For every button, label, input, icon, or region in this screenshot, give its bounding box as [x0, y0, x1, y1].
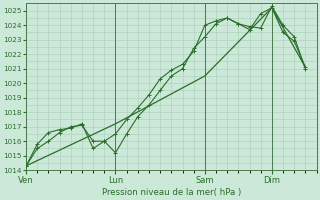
X-axis label: Pression niveau de la mer( hPa ): Pression niveau de la mer( hPa )	[102, 188, 241, 197]
